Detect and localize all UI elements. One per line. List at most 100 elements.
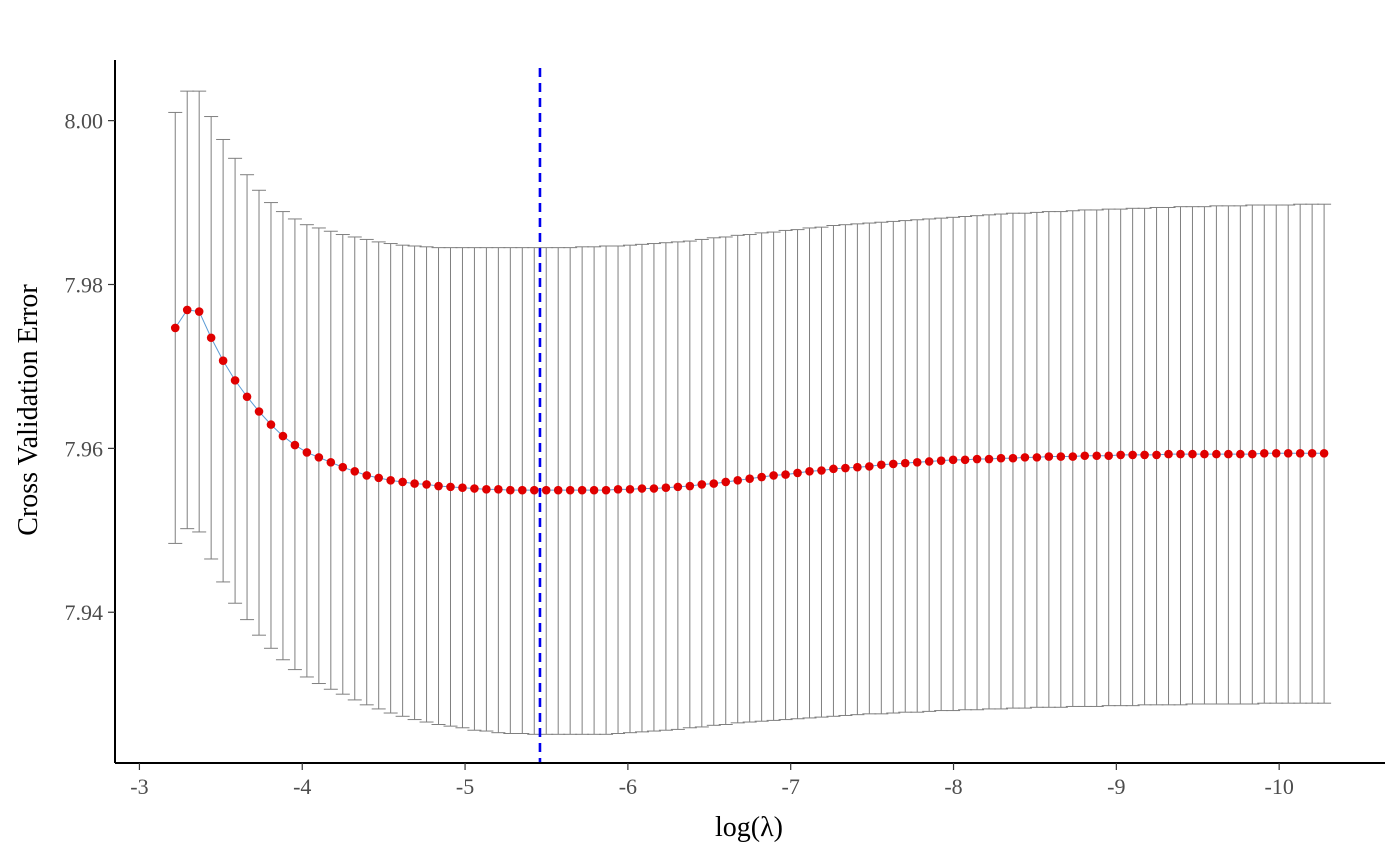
data-point <box>541 485 551 495</box>
data-point <box>972 454 982 464</box>
data-point <box>1188 449 1197 459</box>
data-point <box>960 455 970 465</box>
data-point <box>218 356 228 366</box>
data-point <box>302 448 312 457</box>
data-point <box>482 485 491 494</box>
data-point <box>1176 449 1185 459</box>
data-point <box>841 463 850 473</box>
data-point <box>517 485 527 495</box>
y-axis-ticks: 7.94 7.96 7.98 8.00 <box>65 109 115 625</box>
data-point <box>601 485 611 495</box>
data-point <box>266 420 276 429</box>
data-point <box>362 471 372 480</box>
data-point <box>1283 448 1293 458</box>
data-point <box>769 471 778 480</box>
data-point <box>1044 452 1054 461</box>
x-tick-label: -5 <box>456 774 474 799</box>
data-point <box>637 484 647 493</box>
data-point <box>410 479 419 488</box>
error-bars <box>168 90 1332 735</box>
data-point <box>470 484 479 493</box>
y-tick-label: 7.98 <box>65 273 104 298</box>
data-point <box>386 476 395 485</box>
data-point <box>877 460 886 470</box>
data-point <box>506 485 515 495</box>
data-point <box>338 462 348 472</box>
data-point <box>1140 450 1149 460</box>
data-point <box>494 485 503 494</box>
data-point <box>912 457 922 467</box>
data-point <box>948 455 958 465</box>
data-point <box>553 485 563 495</box>
data-point <box>793 468 802 478</box>
data-point <box>924 457 934 466</box>
y-tick-label: 7.94 <box>65 600 104 625</box>
data-point <box>697 480 707 489</box>
data-point <box>757 472 766 482</box>
data-point <box>398 477 407 487</box>
data-point <box>984 454 994 464</box>
data-point <box>290 440 300 450</box>
data-point <box>529 485 539 495</box>
axes <box>114 60 1385 764</box>
data-point <box>733 476 743 485</box>
x-axis-ticks: -3 -4 -5 -6 -7 -8 -9 -10 <box>130 763 1294 799</box>
x-tick-label: -8 <box>944 774 962 799</box>
data-point <box>936 456 946 465</box>
data-point <box>1152 450 1161 460</box>
data-point <box>1068 452 1078 461</box>
x-tick-label: -9 <box>1107 774 1125 799</box>
data-point <box>1008 453 1018 463</box>
data-point <box>577 485 587 495</box>
data-point <box>661 483 671 492</box>
data-point <box>589 485 599 495</box>
data-point <box>900 458 910 468</box>
data-point <box>314 453 324 462</box>
data-point <box>242 392 252 402</box>
data-point <box>1032 453 1042 462</box>
x-tick-label: -10 <box>1265 774 1294 799</box>
data-point <box>254 407 264 416</box>
data-point <box>326 457 336 467</box>
data-point <box>829 464 838 474</box>
data-point <box>1104 451 1113 461</box>
data-point <box>1200 449 1209 459</box>
x-tick-label: -4 <box>293 774 311 799</box>
data-points <box>170 305 1329 495</box>
data-point <box>206 333 216 343</box>
data-point <box>422 480 431 489</box>
data-point <box>1056 452 1066 461</box>
x-axis-title: log(λ) <box>715 812 783 843</box>
x-tick-label: -6 <box>619 774 637 799</box>
data-point <box>182 305 192 315</box>
data-point <box>1319 448 1329 458</box>
data-point <box>805 467 814 476</box>
data-point <box>278 431 288 441</box>
data-point <box>1020 453 1030 462</box>
data-point <box>996 453 1006 463</box>
x-tick-label: -7 <box>782 774 800 799</box>
data-point <box>625 485 635 494</box>
data-point <box>230 376 240 385</box>
data-point <box>888 459 898 469</box>
y-axis-title: Cross Validation Error <box>13 284 44 536</box>
data-point <box>673 482 683 492</box>
data-point <box>1224 449 1233 459</box>
data-point <box>1259 448 1269 458</box>
data-point <box>1164 449 1173 459</box>
data-point <box>865 462 874 471</box>
data-point <box>1271 448 1281 458</box>
data-point <box>817 466 826 475</box>
data-point <box>721 477 731 487</box>
data-point <box>745 474 754 483</box>
data-point <box>458 483 467 492</box>
data-point <box>434 481 443 491</box>
data-point <box>649 484 659 493</box>
x-tick-label: -3 <box>130 774 148 799</box>
data-point <box>1080 451 1090 461</box>
data-point <box>1295 448 1305 458</box>
data-point <box>781 470 790 479</box>
data-point <box>1212 449 1221 459</box>
data-point <box>709 479 719 488</box>
